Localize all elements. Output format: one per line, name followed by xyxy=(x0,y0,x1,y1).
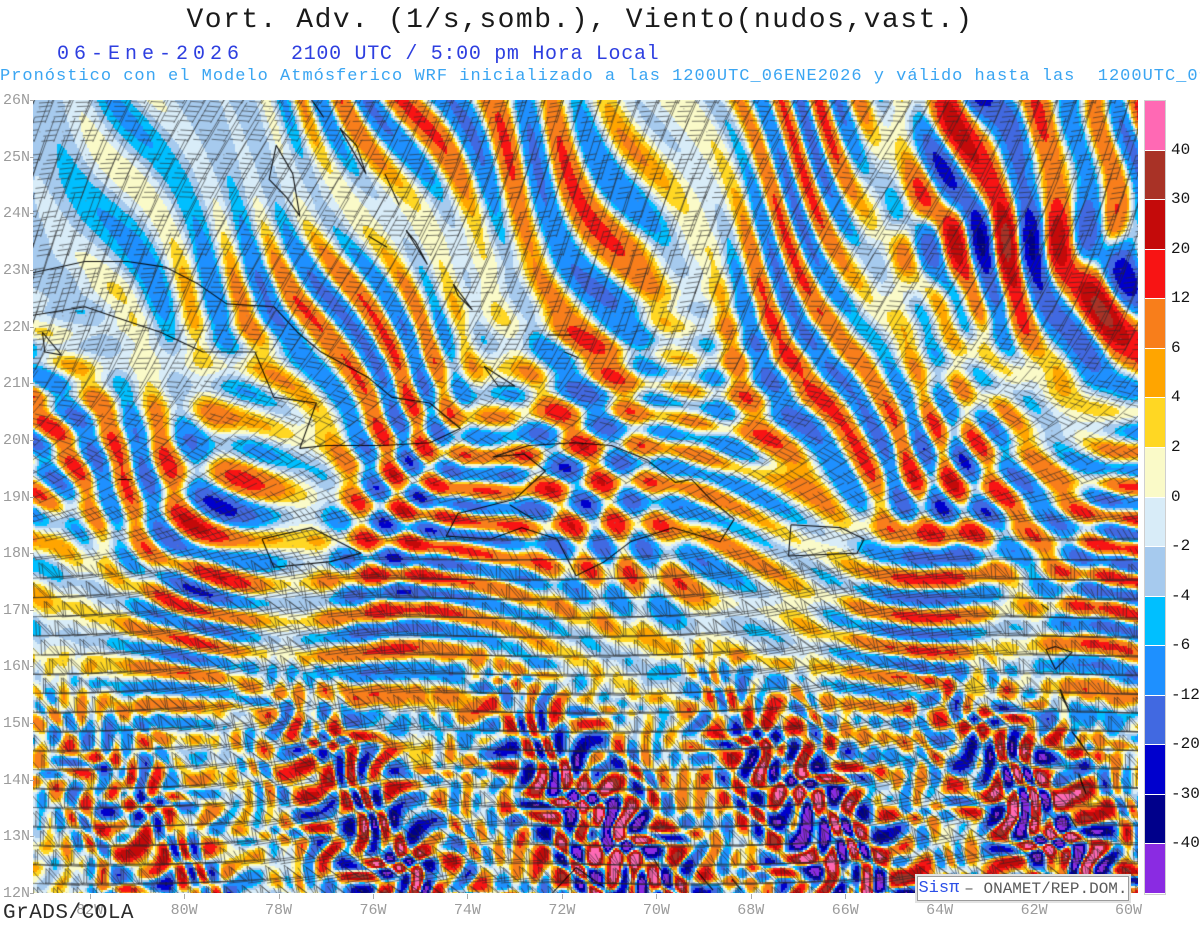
colorbar-segment xyxy=(1145,299,1165,349)
lat-tick xyxy=(30,893,34,894)
badge-brand: Sisπ xyxy=(918,879,960,898)
colorbar-tick-label: -6 xyxy=(1171,636,1191,655)
lat-tick-label: 19N xyxy=(2,488,30,506)
lat-tick xyxy=(30,326,34,328)
grads-credit: GrADS/COLA xyxy=(3,902,135,925)
lon-tick-label: 60W xyxy=(1115,902,1143,919)
lat-tick xyxy=(30,100,34,101)
forecast-date: 06-Ene-2026 xyxy=(57,43,245,66)
colorbar-segment xyxy=(1145,348,1165,399)
lat-tick-label: 12N xyxy=(2,885,30,902)
lat-tick-label: 24N xyxy=(2,205,30,223)
lat-tick xyxy=(30,723,34,725)
colorbar-tick-label: 12 xyxy=(1171,289,1191,308)
lat-tick-label: 23N xyxy=(2,261,30,279)
lon-tick-label: 76W xyxy=(359,902,387,919)
colorbar-segment xyxy=(1145,249,1165,300)
lon-tick-label: 74W xyxy=(453,902,481,919)
colorbar-segment xyxy=(1145,101,1165,151)
lon-tick xyxy=(373,894,374,899)
colorbar-tick-label: -30 xyxy=(1171,784,1200,803)
vorticity-advection-wind-map xyxy=(33,100,1138,893)
colorbar-tick-label: -20 xyxy=(1171,735,1200,754)
lon-tick-label: 68W xyxy=(737,902,765,919)
colorbar-segment xyxy=(1145,745,1165,795)
lat-tick xyxy=(30,836,34,838)
colorbar-segment xyxy=(1145,200,1165,250)
lon-tick xyxy=(750,894,752,899)
lat-tick-label: 25N xyxy=(2,148,30,166)
colorbar-tick-label: 2 xyxy=(1171,437,1181,456)
lon-tick-label: 72W xyxy=(548,902,576,919)
lon-tick-label: 66W xyxy=(831,902,859,919)
lat-tick xyxy=(30,609,34,611)
colorbar-segment xyxy=(1145,695,1165,746)
lon-tick xyxy=(1128,894,1130,899)
lon-tick xyxy=(278,894,280,899)
lat-tick-label: 21N xyxy=(2,375,30,393)
colorbar-tick-label: -2 xyxy=(1171,537,1191,556)
colorbar-tick-label: 6 xyxy=(1171,338,1181,357)
lat-tick xyxy=(30,269,34,271)
colorbar-segment xyxy=(1145,150,1165,201)
lon-tick xyxy=(656,894,658,899)
colorbar-tick-label: 40 xyxy=(1171,140,1191,159)
lon-tick-label: 78W xyxy=(265,902,293,919)
colorbar-tick-label: 0 xyxy=(1171,487,1181,506)
lat-tick xyxy=(30,496,34,498)
colorbar-tick-label: -4 xyxy=(1171,586,1191,605)
model-run-subtitle: Pronóstico con el Modelo Atmósferico WRF… xyxy=(0,67,1200,86)
forecast-time: 2100 UTC / 5:00 pm Hora Local xyxy=(291,43,660,66)
lon-tick xyxy=(561,894,563,899)
lat-tick xyxy=(30,553,34,555)
lat-tick xyxy=(30,213,34,215)
colorbar-segment xyxy=(1145,646,1165,696)
lat-tick xyxy=(30,439,34,441)
colorbar-tick-label: -40 xyxy=(1171,834,1200,853)
lat-tick xyxy=(30,666,34,668)
colorbar-tick-label: 4 xyxy=(1171,388,1181,407)
lat-tick-label: 20N xyxy=(2,431,30,449)
lat-tick-label: 17N xyxy=(2,601,30,619)
colorbar-segment xyxy=(1145,844,1165,894)
lat-tick xyxy=(30,779,34,781)
lat-tick xyxy=(30,156,34,158)
lon-tick xyxy=(845,894,847,899)
lat-tick-label: 13N xyxy=(2,828,30,846)
lon-tick-label: 70W xyxy=(642,902,670,919)
chart-title: Vort. Adv. (1/s,somb.), Viento(nudos,vas… xyxy=(186,5,974,36)
lat-tick-label: 14N xyxy=(2,771,30,789)
lat-tick-label: 16N xyxy=(2,658,30,676)
lat-tick-label: 15N xyxy=(2,715,30,733)
colorbar-tick-label: 30 xyxy=(1171,190,1191,209)
badge-text: – ONAMET/REP.DOM. xyxy=(964,879,1128,898)
colorbar-segment xyxy=(1145,547,1165,597)
lat-tick-label: 18N xyxy=(2,545,30,563)
colorbar xyxy=(1144,100,1166,895)
colorbar-segment xyxy=(1145,794,1165,845)
colorbar-tick-label: -12 xyxy=(1171,685,1200,704)
lon-tick xyxy=(89,894,91,899)
lon-tick xyxy=(184,894,186,899)
lat-tick xyxy=(30,383,34,385)
onamet-badge: Sisπ – ONAMET/REP.DOM. xyxy=(915,874,1131,903)
colorbar-segment xyxy=(1145,447,1165,498)
lon-tick-label: 82W xyxy=(76,902,104,919)
lon-tick-label: 62W xyxy=(1020,902,1048,919)
lon-tick-label: 64W xyxy=(926,902,954,919)
lat-tick-label: 26N xyxy=(2,92,30,109)
lon-tick-label: 80W xyxy=(170,902,198,919)
lon-tick xyxy=(467,894,469,899)
colorbar-segment xyxy=(1145,497,1165,548)
colorbar-segment xyxy=(1145,398,1165,448)
colorbar-segment xyxy=(1145,596,1165,647)
colorbar-tick-label: 20 xyxy=(1171,239,1191,258)
lat-tick-label: 22N xyxy=(2,318,30,336)
